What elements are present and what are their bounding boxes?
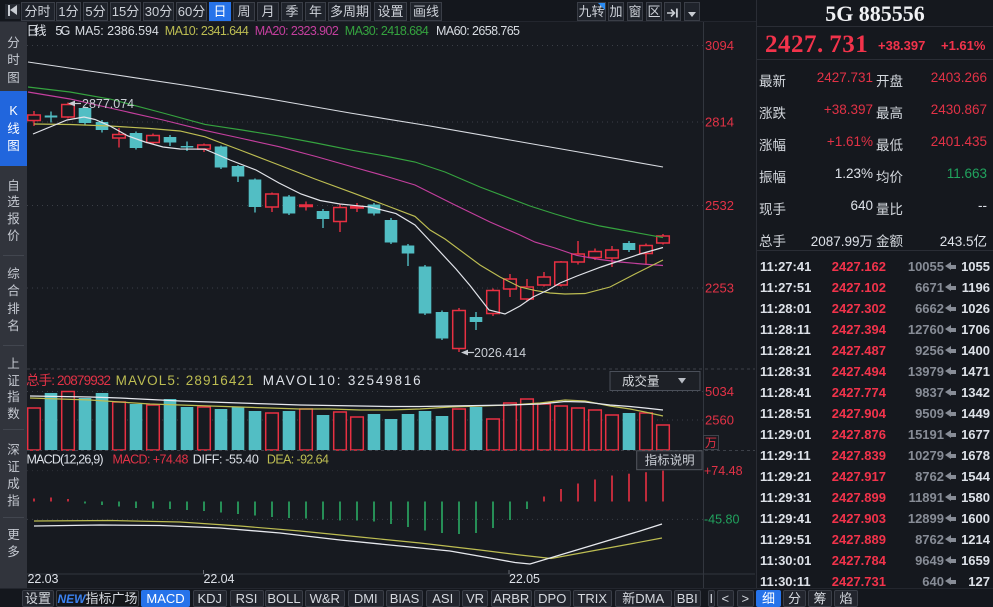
svg-text:指标说明: 指标说明 xyxy=(645,453,695,468)
svg-text:日线: 日线 xyxy=(27,24,47,38)
svg-text:MACD(12,26,9): MACD(12,26,9) xyxy=(27,453,104,467)
svg-text:2026.414: 2026.414 xyxy=(474,346,526,360)
svg-text:2814: 2814 xyxy=(705,115,734,130)
svg-text:MAVOL5: 28916421: MAVOL5: 28916421 xyxy=(116,373,254,388)
svg-text:2532: 2532 xyxy=(705,198,734,213)
svg-text:5G: 5G xyxy=(55,24,70,38)
svg-text:DEA: -92.64: DEA: -92.64 xyxy=(267,453,329,467)
svg-text:2560: 2560 xyxy=(705,413,734,428)
svg-text:2877.074: 2877.074 xyxy=(82,97,134,111)
svg-text:5034: 5034 xyxy=(705,384,734,399)
svg-text:MA10: 2341.644: MA10: 2341.644 xyxy=(165,24,249,38)
svg-text:22.04: 22.04 xyxy=(204,572,235,586)
svg-text:MA20: 2323.902: MA20: 2323.902 xyxy=(255,24,339,38)
svg-text:2253: 2253 xyxy=(705,281,734,296)
svg-text:22.05: 22.05 xyxy=(509,572,540,586)
svg-text:成交量: 成交量 xyxy=(622,374,660,389)
svg-text:MAVOL10: 32549816: MAVOL10: 32549816 xyxy=(263,373,421,388)
svg-text:3094: 3094 xyxy=(705,38,734,53)
svg-text:+74.48: +74.48 xyxy=(704,464,743,478)
svg-text:DIFF: -55.40: DIFF: -55.40 xyxy=(193,453,259,467)
svg-text:万: 万 xyxy=(705,436,717,450)
svg-text:22.03: 22.03 xyxy=(28,572,59,586)
svg-text:MA30: 2418.684: MA30: 2418.684 xyxy=(345,24,429,38)
svg-text:MA5: 2386.594: MA5: 2386.594 xyxy=(75,24,159,38)
svg-text:-45.80: -45.80 xyxy=(704,513,739,527)
svg-text:MA60: 2658.765: MA60: 2658.765 xyxy=(436,24,520,38)
svg-text:MACD: +74.48: MACD: +74.48 xyxy=(113,453,189,467)
svg-text:总手: 20879932: 总手: 20879932 xyxy=(27,373,111,388)
